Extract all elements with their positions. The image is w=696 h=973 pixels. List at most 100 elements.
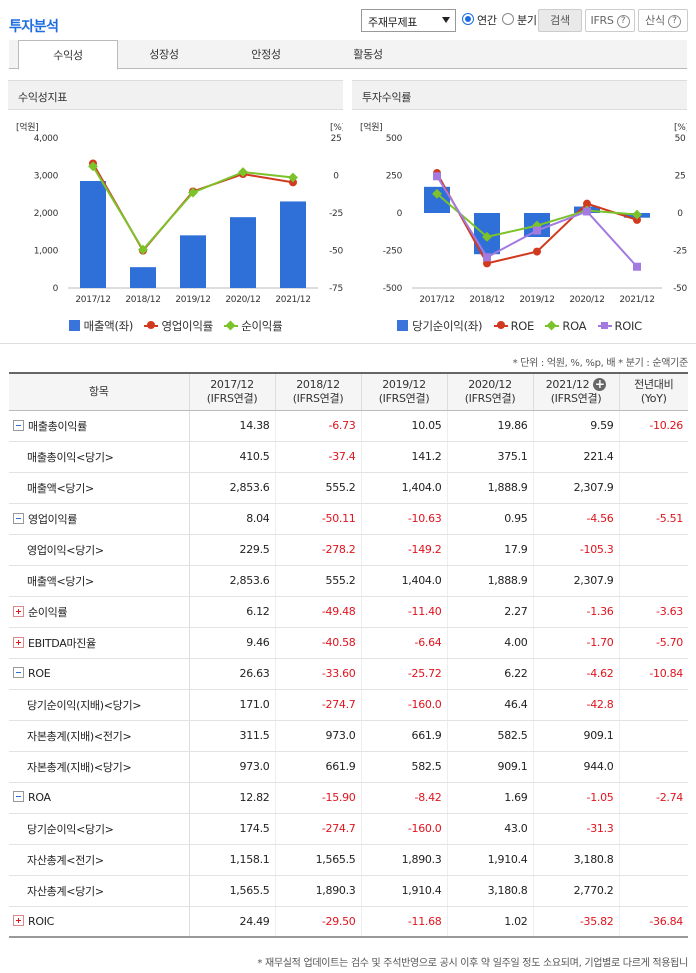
table-row: EBITDA마진율 9.46 -40.58 -6.64 4.00 -1.70 -5.70: [9, 627, 688, 659]
legend-item[interactable]: 순이익률: [224, 318, 283, 334]
radio-quarter[interactable]: [502, 13, 514, 25]
ifrs-help-button[interactable]: IFRS?: [585, 9, 635, 32]
footnote: * 재무실적 업데이트는 검수 및 주석반영으로 공시 이후 약 일주일 정도 …: [257, 958, 688, 969]
data-point: [633, 215, 641, 224]
bar: [230, 217, 256, 288]
header-year: 2021/12 + (IFRS연결): [533, 372, 620, 411]
row-label[interactable]: ROE: [9, 658, 190, 690]
y2-tick-label: 0: [677, 209, 683, 219]
row-label-text: 당기순이익(지배)<당기>: [27, 698, 142, 712]
row-label[interactable]: 영업이익률: [9, 503, 190, 535]
legend-item[interactable]: ROIC: [597, 319, 642, 333]
table-row: 자산총계<당기> 1,565.5 1,890.3 1,910.4 3,180.8 2,77…: [9, 875, 688, 907]
legend-item[interactable]: 당기순이익(좌): [397, 318, 483, 334]
report-type-select[interactable]: 주재무제표: [361, 9, 456, 32]
data-point: [632, 209, 642, 220]
row-label-text: 자산총계<당기>: [27, 884, 104, 898]
table-row: 자본총계(지배)<전기> 311.5 973.0 661.9 582.5 909.1: [9, 720, 688, 752]
table-cell: 12.82: [189, 782, 276, 814]
tab-stability[interactable]: 안정성: [251, 48, 281, 61]
row-label: 매출총이익<당기>: [9, 441, 190, 473]
expand-icon[interactable]: [13, 636, 24, 648]
formula-help-button[interactable]: 산식?: [638, 9, 688, 32]
table-cell: 26.63: [189, 658, 276, 690]
legend-label: 순이익률: [241, 319, 283, 333]
table-cell: 1,888.9: [447, 472, 534, 504]
row-label[interactable]: ROA: [9, 782, 190, 814]
table-row: 당기순이익<당기> 174.5 -274.7 -160.0 43.0 -31.3: [9, 813, 688, 845]
y-tick-label: 0: [53, 284, 59, 294]
table-cell: 1,565.5: [275, 844, 362, 876]
row-label-text: EBITDA마진율: [28, 636, 96, 650]
table-cell: 2,307.9: [533, 565, 620, 597]
data-point: [533, 226, 541, 235]
page-title: 투자분석: [9, 19, 59, 35]
row-label: 자본총계(지배)<전기>: [9, 720, 190, 752]
x-tick-label: 2019/12: [519, 295, 554, 305]
row-label[interactable]: EBITDA마진율: [9, 627, 190, 659]
search-button-label: 검색: [550, 14, 570, 27]
tab-activity[interactable]: 활동성: [353, 48, 383, 61]
collapse-icon[interactable]: [13, 419, 24, 431]
expand-icon[interactable]: [13, 914, 24, 926]
x-tick-label: 2021/12: [619, 295, 654, 305]
table-cell: 6.22: [447, 658, 534, 690]
yoy-cell: [619, 720, 688, 752]
add-column-icon[interactable]: +: [593, 376, 607, 391]
collapse-icon[interactable]: [13, 791, 24, 802]
unit-note: * 단위 : 억원, %, %p, 배 * 분기 : 순액기준: [512, 358, 689, 369]
yoy-cell: -10.84: [619, 658, 688, 690]
y2-tick-label: -75: [329, 284, 343, 294]
collapse-icon[interactable]: [13, 667, 24, 678]
legend-label: 영업이익률: [161, 319, 213, 333]
legend-item[interactable]: 영업이익률: [144, 318, 213, 334]
row-label[interactable]: ROIC: [9, 906, 190, 938]
financial-table: 항목 2017/12 (IFRS연결) 2018/12 (IFRS연결) 2019/…: [9, 372, 688, 938]
search-button[interactable]: 검색: [538, 9, 582, 32]
row-label-text: 자본총계(지배)<전기>: [27, 729, 132, 743]
yoy-cell: -2.74: [619, 782, 688, 814]
row-label-text: 매출총이익<당기>: [27, 450, 114, 464]
table-cell: 43.0: [447, 813, 534, 845]
legend-swatch: [397, 320, 409, 331]
data-point: [483, 259, 491, 268]
yoy-cell: [619, 565, 688, 597]
left-axis-unit: [억원]: [360, 121, 382, 133]
table-cell: -278.2: [275, 534, 362, 566]
legend-item[interactable]: ROE: [493, 319, 534, 333]
legend-label: ROA: [562, 319, 587, 333]
ifrs-label: IFRS: [590, 14, 614, 27]
table-cell: 8.04: [189, 503, 276, 535]
yoy-cell: -5.70: [619, 627, 688, 659]
y-tick-label: 500: [386, 134, 403, 144]
expand-icon[interactable]: [13, 605, 24, 617]
table-cell: 6.12: [189, 596, 276, 628]
row-label-text: ROE: [28, 667, 51, 680]
row-label[interactable]: 매출총이익률: [9, 410, 190, 442]
table-cell: -6.73: [275, 410, 362, 442]
radio-annual[interactable]: [462, 13, 474, 25]
right-axis-unit: [%]: [674, 123, 687, 133]
y2-tick-label: 25: [331, 134, 342, 144]
collapse-icon[interactable]: [13, 512, 24, 524]
legend-item[interactable]: ROA: [545, 319, 586, 333]
table-cell: 174.5: [189, 813, 276, 845]
table-row: 매출액<당기> 2,853.6 555.2 1,404.0 1,888.9 2,307.9: [9, 472, 688, 504]
row-label-text: 매출액<당기>: [27, 481, 94, 495]
yoy-cell: [619, 534, 688, 566]
x-tick-label: 2017/12: [419, 295, 454, 305]
table-cell: 555.2: [275, 472, 362, 504]
table-row: 자본총계(지배)<당기> 973.0 661.9 582.5 909.1 944.0: [9, 751, 688, 783]
profitability-chart: [억원] [%] 4,000 3,000 2,000 1,000 0 25 0 -25 -50 -75…: [16, 121, 343, 305]
y-tick-label: 250: [386, 172, 403, 182]
table-cell: -6.64: [361, 627, 448, 659]
row-label[interactable]: 순이익률: [9, 596, 190, 628]
return-chart-panel: 투자수익률 [억원][%]5002500-250-50050250-25-502…: [352, 80, 687, 340]
table-cell: 661.9: [361, 720, 448, 752]
tab-profitability[interactable]: 수익성: [18, 40, 118, 70]
table-row: 순이익률 6.12 -49.48 -11.40 2.27 -1.36 -3.63: [9, 596, 688, 628]
table-cell: -105.3: [533, 534, 620, 566]
tab-growth[interactable]: 성장성: [149, 48, 179, 61]
yoy-cell: [619, 751, 688, 783]
legend-item[interactable]: 매출액(좌): [68, 318, 133, 334]
